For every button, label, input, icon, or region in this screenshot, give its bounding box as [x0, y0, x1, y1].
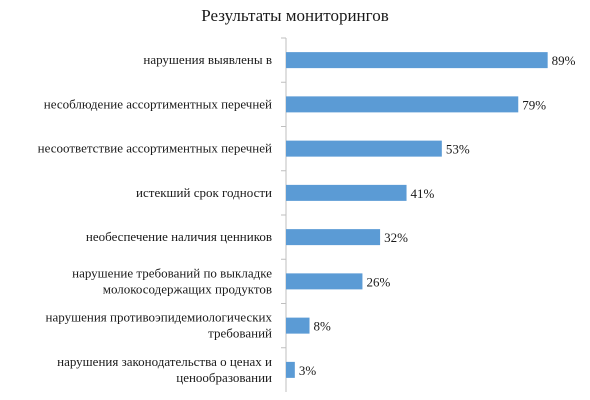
category-label-line: истекший срок годности: [136, 185, 272, 200]
category-label-line: ценообразовании: [176, 370, 272, 385]
category-label-line: требований: [208, 326, 272, 341]
bar: [286, 140, 442, 157]
category-label-line: необеспечение наличия ценников: [86, 229, 272, 244]
category-label-line: несоответствие ассортиментных перечней: [38, 141, 272, 156]
bar: [286, 273, 363, 290]
category-label-line: молокосодержащих продуктов: [103, 281, 272, 296]
category-label-line: нарушения законодательства о ценах и: [57, 354, 272, 369]
chart-title: Результаты мониторингов: [201, 6, 389, 25]
category-label: нарушение требований по выкладке молокосо…: [72, 265, 272, 296]
bar: [286, 361, 295, 378]
data-label: 41%: [411, 186, 435, 201]
category-label: нарушения выявлены в: [143, 52, 272, 67]
category-label: несоблюдение ассортиментных перечней: [44, 96, 272, 111]
data-label: 79%: [522, 97, 546, 112]
category-label-line: нарушение требований по выкладке: [72, 265, 272, 280]
data-label: 26%: [366, 274, 390, 289]
bar: [286, 317, 310, 334]
category-label-line: нарушения выявлены в: [143, 52, 272, 67]
category-label: нарушения противоэпидемиологических требо…: [46, 310, 273, 341]
category-label-line: несоблюдение ассортиментных перечней: [44, 96, 272, 111]
bar: [286, 96, 519, 113]
category-label: необеспечение наличия ценников: [86, 229, 272, 244]
category-label: несоответствие ассортиментных перечней: [38, 141, 272, 156]
bar: [286, 229, 381, 246]
data-label: 3%: [299, 363, 317, 378]
category-label-line: нарушения противоэпидемиологических: [46, 310, 273, 325]
category-label: истекший срок годности: [136, 185, 272, 200]
bar: [286, 52, 548, 69]
data-label: 89%: [552, 53, 576, 68]
category-label: нарушения законодательства о ценах и цено…: [57, 354, 272, 385]
bar: [286, 184, 407, 201]
data-label: 32%: [384, 230, 408, 245]
data-label: 53%: [446, 142, 470, 157]
data-label: 8%: [314, 319, 332, 334]
